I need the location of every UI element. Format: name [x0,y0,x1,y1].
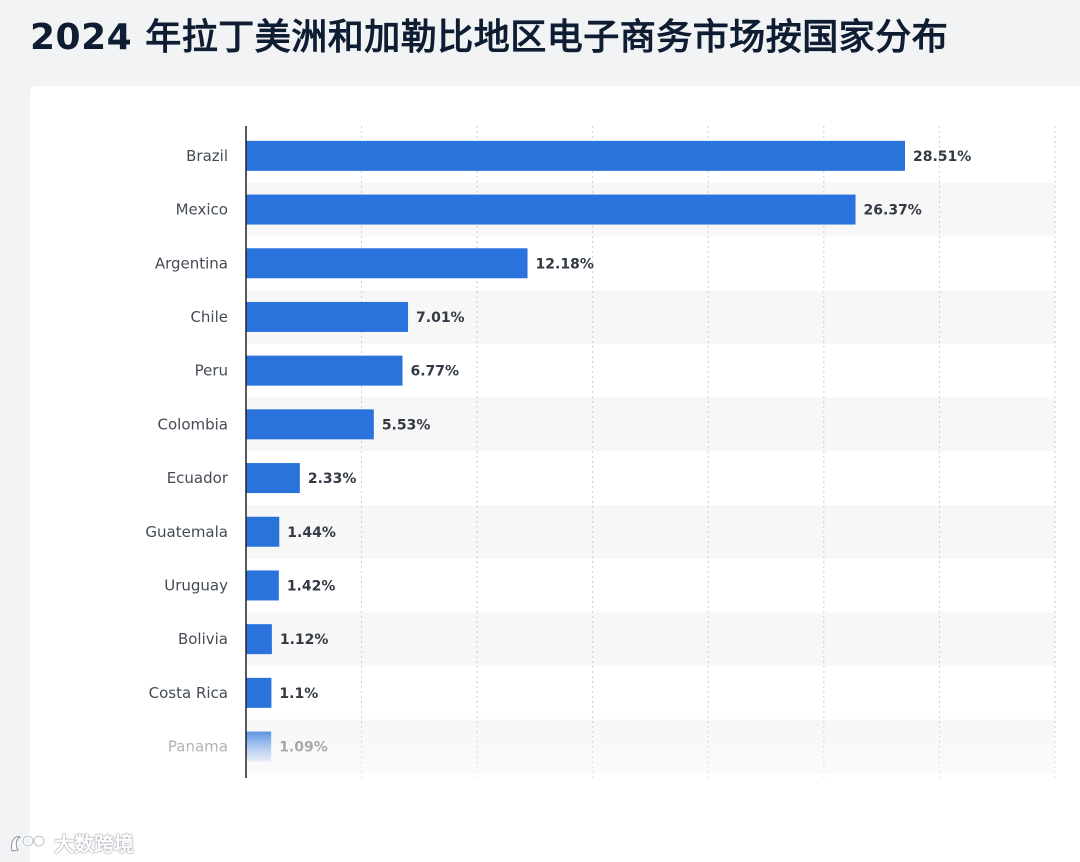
bar-brazil[interactable] [246,140,905,171]
value-label: 12.18% [536,256,594,272]
category-label: Guatemala [145,523,228,541]
value-label: 1.44% [287,525,336,541]
bars [246,140,905,762]
category-label: Argentina [155,254,228,272]
category-label: Brazil [186,147,228,165]
value-label: 6.77% [410,364,459,380]
chart-card: Brazil 28.51% Mexico 26.37% Argentina 12.18% C… [30,86,1080,862]
value-label: 1.42% [287,578,336,594]
value-label: 28.51% [913,149,971,165]
bar-guatemala[interactable] [246,516,280,547]
bar-chart: Brazil 28.51% Mexico 26.37% Argentina 12.18% C… [30,126,1080,784]
brand-logo-icon [11,834,46,852]
watermark: 大数跨境 [8,828,134,857]
row-band [246,504,1055,559]
labels: Brazil 28.51% Mexico 26.37% Argentina 12.18% C… [30,147,1080,784]
bar-chile[interactable] [246,301,409,332]
category-label: Bolivia [178,630,228,648]
category-label: Chile [190,308,228,326]
bar-colombia[interactable] [246,409,374,440]
page-title: 2024 年拉丁美洲和加勒比地区电子商务市场按国家分布 [30,17,949,58]
value-label: 5.53% [382,417,431,433]
value-label: 1.12% [280,632,329,648]
row-band [246,397,1055,452]
bar-argentina[interactable] [246,248,528,279]
value-label: 2.33% [308,471,357,487]
bar-mexico[interactable] [246,194,856,225]
value-label: 26.37% [864,203,922,219]
category-label: Costa Rica [149,684,228,702]
bar-peru[interactable] [246,355,403,386]
fade-overlay [30,719,1080,784]
watermark-text: 大数跨境 [54,832,134,856]
bar-uruguay[interactable] [246,570,279,601]
value-label: 7.01% [416,310,465,326]
bar-bolivia[interactable] [246,624,272,655]
value-label: 1.1% [279,686,318,702]
row-band [246,612,1055,666]
category-label: Mexico [176,201,228,219]
category-label: Peru [195,362,228,380]
bar-ecuador[interactable] [246,463,300,494]
category-label: Uruguay [164,576,228,594]
gridlines [361,126,1056,778]
category-label: Colombia [158,415,229,433]
bar-costa-rica[interactable] [246,677,272,708]
category-label: Ecuador [167,469,229,487]
